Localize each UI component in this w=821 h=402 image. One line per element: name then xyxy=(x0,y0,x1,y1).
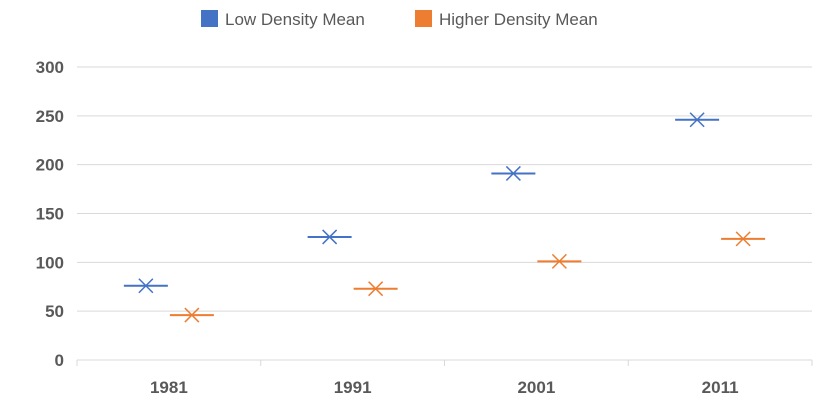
y-tick-label-150: 150 xyxy=(36,205,64,224)
y-tick-label-200: 200 xyxy=(36,156,64,175)
data-point-higher-1991 xyxy=(353,281,398,297)
data-point-higher-2011 xyxy=(721,231,766,247)
y-tick-label-250: 250 xyxy=(36,107,64,126)
data-point-higher-2001 xyxy=(537,253,582,269)
x-tick-label-2011: 2011 xyxy=(702,378,739,397)
y-tick-label-100: 100 xyxy=(36,253,64,272)
data-point-low-2001 xyxy=(491,165,536,181)
data-point-low-1981 xyxy=(123,278,168,294)
x-tick-label-1981: 1981 xyxy=(150,378,188,397)
data-point-low-2011 xyxy=(675,112,720,128)
legend-item-low-density-mean: Low Density Mean xyxy=(201,10,365,29)
legend-label: Low Density Mean xyxy=(225,10,365,29)
legend-item-higher-density-mean: Higher Density Mean xyxy=(415,10,598,29)
data-point-low-1991 xyxy=(307,229,352,245)
y-tick-label-0: 0 xyxy=(55,351,64,370)
legend-swatch xyxy=(415,10,432,27)
axis-layer: 0 50 100 150 200 250 300 1981 1991 2001 2011 xyxy=(36,58,813,397)
x-tick-label-1991: 1991 xyxy=(334,378,372,397)
x-tick-label-2001: 2001 xyxy=(517,378,555,397)
legend-label: Higher Density Mean xyxy=(439,10,598,29)
data-point-higher-1981 xyxy=(169,307,214,323)
series-layer xyxy=(123,112,766,323)
grid-layer xyxy=(77,66,812,312)
legend: Low Density Mean Higher Density Mean xyxy=(201,10,598,29)
y-tick-label-50: 50 xyxy=(45,302,64,321)
y-tick-label-300: 300 xyxy=(36,58,64,77)
legend-swatch xyxy=(201,10,218,27)
